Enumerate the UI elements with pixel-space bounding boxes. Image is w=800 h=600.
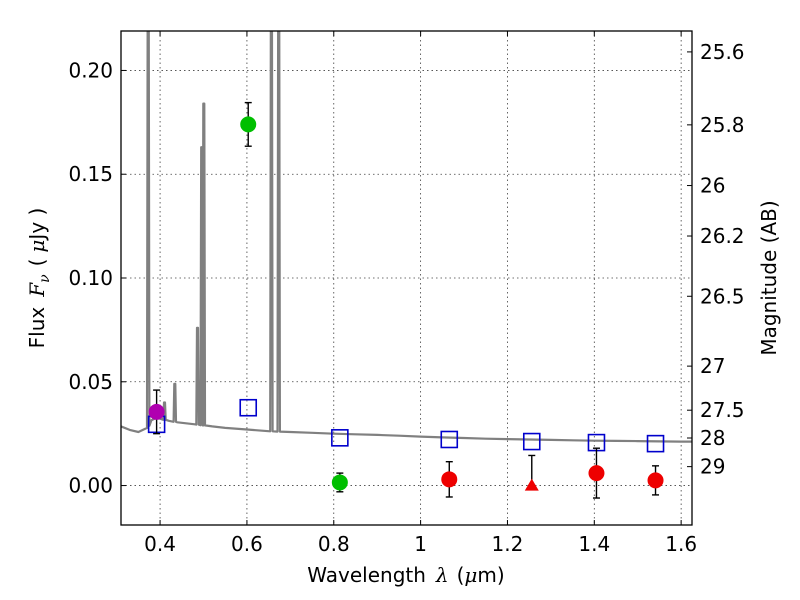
photometry-point xyxy=(647,472,664,489)
y2-tick-label: 26.2 xyxy=(700,224,745,248)
y2-tick-label: 28 xyxy=(700,426,725,450)
y2-tick-label: 25.8 xyxy=(700,113,745,137)
x-axis-label: Wavelength λ (μm) xyxy=(307,563,504,587)
y2-tick-label: 27 xyxy=(700,354,725,378)
x-tick-label: 0.4 xyxy=(144,532,176,556)
photometry-point xyxy=(240,116,257,133)
x-tick-label: 1 xyxy=(414,532,427,556)
y2-tick-label: 26.5 xyxy=(700,284,745,308)
x-tick-label: 0.6 xyxy=(231,532,263,556)
y-axis-ticks: 0.00 0.05 0.10 0.15 0.20 xyxy=(68,58,126,498)
photometry-point xyxy=(331,474,348,491)
model-photometry-square xyxy=(522,432,541,451)
model-photometry-square xyxy=(239,398,258,417)
data-points xyxy=(147,101,665,499)
y-tick-label: 0.00 xyxy=(68,474,113,498)
y2-axis-ticks: 25.6 25.8 26 26.2 26.5 27 27.5 28 29 xyxy=(687,40,745,479)
model-photometry-square xyxy=(440,430,459,449)
y2-tick-label: 27.5 xyxy=(700,398,745,422)
x-tick-label: 1.6 xyxy=(665,532,697,556)
y-tick-label: 0.20 xyxy=(68,58,113,82)
model-photometry-square xyxy=(646,434,665,453)
grid xyxy=(121,31,692,525)
photometry-point xyxy=(148,403,165,420)
y-axis-label: FluxFν(μJy ) xyxy=(25,208,53,349)
y2-tick-label: 26 xyxy=(700,174,725,198)
y2-tick-label: 25.6 xyxy=(700,40,745,64)
x-axis-ticks: 0.4 0.6 0.8 1 1.2 1.4 1.6 xyxy=(144,31,697,556)
model-photometry-square xyxy=(331,429,349,447)
y-tick-label: 0.15 xyxy=(68,162,113,186)
upper-limit-triangle xyxy=(524,478,539,491)
y-tick-label: 0.05 xyxy=(68,370,113,394)
y2-axis-label: Magnitude (AB) xyxy=(757,200,781,355)
y2-tick-label: 29 xyxy=(700,455,725,479)
x-tick-label: 0.8 xyxy=(318,532,350,556)
y-tick-label: 0.10 xyxy=(68,266,113,290)
x-tick-label: 1.2 xyxy=(492,532,524,556)
x-tick-label: 1.4 xyxy=(578,532,610,556)
photometry-point xyxy=(588,465,605,482)
photometry-point xyxy=(441,471,458,488)
